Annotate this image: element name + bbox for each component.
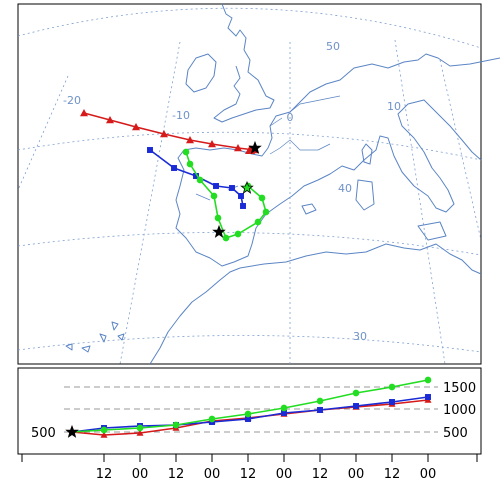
triangle-marker — [106, 116, 114, 124]
triangle-marker — [208, 140, 216, 148]
coast-corsica — [361, 143, 373, 165]
trajectory-triangle — [80, 109, 259, 154]
height-series-circle — [71, 376, 432, 434]
coast-continent — [175, 53, 500, 267]
source-star-icon — [212, 224, 226, 238]
time-tick-label: 00 — [204, 467, 221, 482]
trajectory-line — [83, 112, 256, 151]
longitude-label: -20 — [63, 94, 81, 107]
latitude-label: 50 — [326, 40, 340, 53]
circle-marker — [388, 383, 396, 391]
square-marker — [389, 399, 395, 405]
square-marker — [238, 193, 244, 199]
parallel-line — [17, 335, 482, 353]
triangle-marker — [186, 136, 194, 144]
time-tick-label: 00 — [132, 467, 149, 482]
square-marker — [317, 407, 323, 413]
time-tick-label: 00 — [420, 467, 437, 482]
square-marker — [147, 147, 153, 153]
meridian-line — [439, 59, 482, 241]
coastlines — [65, 3, 500, 365]
latitude-label: 30 — [353, 330, 367, 343]
height-label: 1000 — [443, 403, 476, 418]
height-label: 500 — [443, 426, 468, 441]
circle-marker — [214, 214, 222, 222]
triangle-marker — [136, 429, 144, 436]
circle-marker — [210, 192, 218, 200]
square-marker — [240, 203, 246, 209]
circle-marker — [208, 415, 216, 423]
circle-marker — [234, 230, 242, 238]
circle-marker — [196, 176, 204, 184]
triangle-marker — [132, 123, 140, 131]
circle-marker — [352, 389, 360, 397]
longitude-label: -10 — [172, 109, 190, 122]
circle-marker — [280, 404, 288, 412]
longitude-label: 10 — [387, 100, 401, 113]
circle-marker — [100, 426, 108, 434]
height-panel: 1500 1000 500 500 12 00 12 00 12 00 12 00 12 00 — [21, 376, 478, 482]
latitude-label: 40 — [338, 182, 352, 195]
coast-sardinia — [355, 179, 375, 211]
longitude-label: 0 — [287, 111, 294, 124]
border-lines — [195, 95, 341, 201]
time-tick-label: 00 — [276, 467, 293, 482]
square-marker — [245, 416, 251, 422]
circle-marker — [424, 376, 432, 384]
circle-marker — [182, 148, 190, 156]
time-tick-label: 12 — [240, 467, 257, 482]
circle-marker — [222, 234, 230, 242]
graticule — [17, 7, 482, 365]
triangle-marker — [234, 144, 242, 152]
circle-marker — [136, 424, 144, 432]
meridian-line — [17, 75, 69, 191]
square-marker — [193, 173, 199, 179]
coast-north-africa — [239, 243, 482, 275]
coast-balearic — [301, 203, 317, 215]
height-panel-frame — [17, 367, 482, 455]
circle-marker — [258, 194, 266, 202]
square-marker — [229, 185, 235, 191]
triangle-marker — [80, 109, 88, 117]
parallel-line — [17, 131, 482, 161]
circle-marker — [262, 208, 270, 216]
trajectory-layer — [80, 109, 270, 242]
circle-marker — [172, 421, 180, 429]
source-star-icon — [65, 424, 79, 438]
time-tick-label: 12 — [96, 467, 113, 482]
square-marker — [281, 410, 287, 416]
map-labels: -20 -10 0 10 50 40 30 — [63, 40, 401, 343]
coast-scotland — [221, 3, 247, 51]
circle-marker — [244, 410, 252, 418]
time-tick-label: 12 — [168, 467, 185, 482]
circle-marker — [186, 160, 194, 168]
height-label: 1500 — [443, 381, 476, 396]
square-marker — [425, 394, 431, 400]
source-star-icon — [240, 180, 254, 194]
time-tick-label: 12 — [312, 467, 329, 482]
start-height-label: 500 — [31, 426, 56, 441]
coast-ireland — [185, 53, 217, 93]
triangle-marker — [100, 431, 108, 438]
parallel-line — [17, 232, 482, 256]
source-star-icon — [248, 140, 262, 154]
time-tick-label: 00 — [348, 467, 365, 482]
square-marker — [353, 403, 359, 409]
coast-canaries — [65, 321, 125, 353]
coast-sicily — [417, 221, 447, 241]
square-marker — [171, 165, 177, 171]
coast-morocco — [149, 267, 241, 365]
circle-marker — [316, 397, 324, 405]
circle-marker — [254, 218, 262, 226]
trajectory-square — [147, 147, 246, 209]
square-marker — [213, 183, 219, 189]
coast-england — [213, 49, 275, 123]
triangle-marker — [160, 130, 168, 138]
time-tick-label: 12 — [384, 467, 401, 482]
